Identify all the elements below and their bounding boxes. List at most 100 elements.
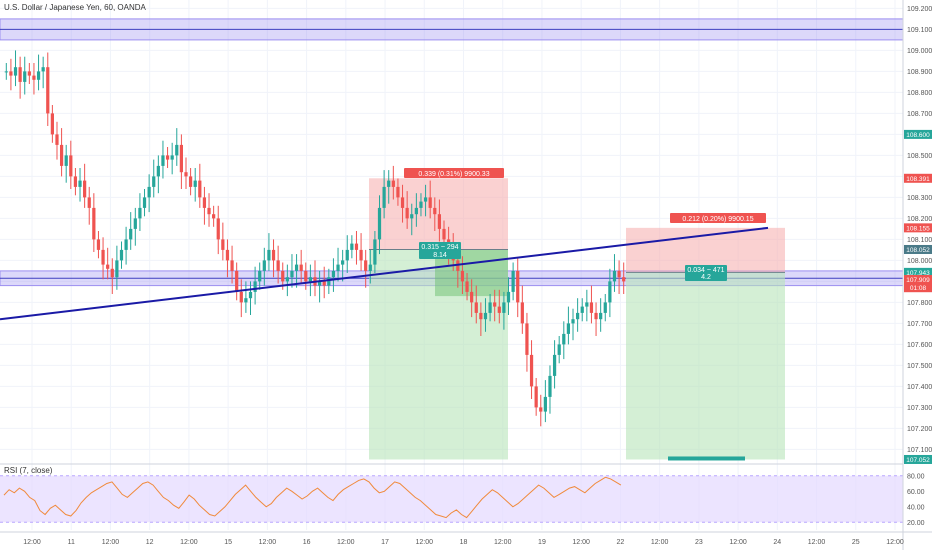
candle-body (101, 249, 105, 265)
candle-body (119, 249, 124, 261)
rsi-axis-label: 60.00 (907, 489, 925, 496)
price-axis-label: 108.000 (907, 258, 932, 265)
candle-body (207, 207, 211, 215)
candle-body (317, 281, 322, 286)
position-label-box (685, 265, 727, 274)
price-badge (904, 275, 932, 285)
candle-body (46, 67, 50, 114)
candle-body (92, 207, 96, 240)
price-badge-label: 107.943 (906, 270, 930, 277)
position-label: 8.14 (433, 252, 447, 259)
candle-body (562, 333, 566, 345)
price-axis-label: 108.300 (907, 195, 932, 202)
candle-body (41, 67, 45, 72)
candle-body (391, 180, 395, 187)
time-axis-label: 11 (68, 539, 75, 546)
price-axis-label: 107.300 (907, 405, 932, 412)
time-axis-label: 17 (381, 539, 389, 546)
candle-body (78, 180, 82, 187)
candle-body (212, 214, 216, 219)
time-axis-label: 12:00 (651, 539, 669, 546)
position-label: 4.2 (701, 274, 711, 281)
position-label: 0.212 (0.20%) 9900.15 (682, 216, 753, 223)
price-axis-label: 107.700 (907, 321, 932, 328)
candle-body (271, 249, 276, 261)
candle-body (124, 239, 128, 250)
candle-body (331, 270, 336, 278)
candle-body (294, 264, 299, 271)
candle-body (308, 277, 313, 282)
candle-body (414, 207, 418, 215)
time-axis-label: 12:00 (180, 539, 198, 546)
price-axis-label: 108.100 (907, 237, 932, 244)
target-marker (668, 456, 745, 461)
candle-body (594, 312, 598, 320)
candle-body (364, 260, 368, 271)
candle-body (129, 228, 133, 240)
stop-zone (369, 178, 508, 250)
candle-body (603, 302, 607, 313)
candle-body (258, 270, 262, 282)
price-axis-label: 107.400 (907, 384, 932, 391)
candle-body (419, 201, 423, 208)
position-label-box (419, 250, 461, 259)
candle-body (285, 277, 289, 282)
candle-body (9, 71, 13, 76)
candle-body (423, 197, 428, 202)
candle-body (327, 277, 331, 286)
candle-body (239, 291, 243, 303)
candle-body (341, 260, 345, 265)
candle-body (161, 155, 165, 166)
candle-body (543, 396, 547, 412)
price-axis-label: 108.200 (907, 216, 932, 223)
candle-body (221, 239, 225, 250)
candle-body (488, 302, 492, 313)
candle-body (548, 375, 552, 397)
candle-body (465, 281, 469, 292)
candle-body (4, 71, 8, 73)
candle-body (267, 249, 271, 261)
candle-body (474, 302, 478, 313)
candle-body (322, 281, 326, 286)
candle-body (622, 277, 626, 282)
position-label-box (670, 213, 766, 223)
candle-body (437, 214, 442, 229)
candle-body (235, 270, 239, 292)
time-axis-label: 12:00 (729, 539, 747, 546)
candle-body (188, 176, 193, 187)
candle-body (244, 298, 248, 303)
candle-body (73, 176, 78, 187)
candle-body (377, 207, 382, 240)
candle-body (529, 354, 534, 387)
candle-body (262, 260, 266, 271)
candle-body (165, 155, 170, 160)
trendline (0, 226, 769, 321)
candle-body (354, 243, 359, 250)
time-axis-label: 23 (695, 539, 703, 546)
candle-body (253, 281, 257, 292)
time-axis-label: 12 (146, 539, 154, 546)
candle-body (23, 71, 27, 82)
time-axis-label: 12:00 (259, 539, 277, 546)
rsi-axis-label: 20.00 (907, 520, 925, 527)
candle-body (589, 302, 594, 313)
rsi-axis-label: 80.00 (907, 473, 925, 480)
position-label: 0.034 ~ 471 (687, 267, 724, 274)
candle-body (539, 407, 543, 412)
candle-body (147, 186, 151, 198)
price-axis-label: 108.700 (907, 111, 932, 118)
candle-body (216, 218, 220, 240)
candle-body (585, 302, 589, 307)
candle-body (571, 319, 575, 324)
price-axis-label: 107.800 (907, 300, 932, 307)
candle-body (248, 291, 253, 299)
candle-body (175, 144, 179, 156)
time-axis-label: 12:00 (572, 539, 590, 546)
candle-body (36, 71, 41, 80)
candle-body (64, 155, 68, 166)
price-badge (904, 173, 932, 183)
price-badge-label: 108.600 (906, 132, 930, 139)
candle-body (170, 155, 174, 160)
price-axis-label: 109.100 (907, 27, 932, 34)
